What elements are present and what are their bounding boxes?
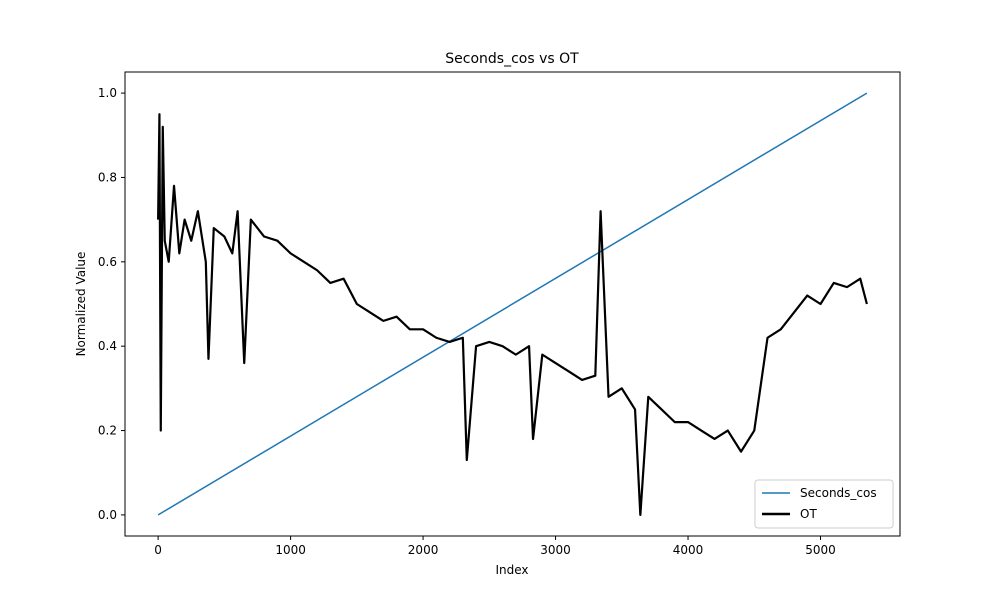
series-layer	[157, 92, 868, 517]
x-axis-label: Index	[495, 563, 528, 577]
y-tick-label: 1.0	[98, 86, 117, 100]
x-tick-label: 3000	[540, 543, 571, 557]
legend-label-ot: OT	[800, 507, 817, 521]
legend: Seconds_cos OT	[754, 479, 894, 529]
series-line-ot	[157, 113, 868, 517]
y-tick-label: 0.8	[98, 170, 117, 184]
x-tick-label: 4000	[673, 543, 704, 557]
x-tick-label: 2000	[408, 543, 439, 557]
chart-title: Seconds_cos vs OT	[445, 51, 579, 67]
y-axis-ticks: 0.0 0.2 0.4 0.6 0.8 1.0	[98, 86, 125, 522]
legend-box	[754, 479, 894, 529]
plot-area	[124, 71, 901, 537]
x-axis-ticks: 0 1000 2000 3000 4000 5000	[154, 536, 836, 557]
axes-frame	[124, 71, 901, 537]
x-tick-label: 0	[154, 543, 162, 557]
y-tick-label: 0.2	[98, 424, 117, 438]
x-tick-label: 1000	[275, 543, 306, 557]
y-tick-label: 0.4	[98, 339, 117, 353]
x-tick-label: 5000	[805, 543, 836, 557]
legend-label-seconds-cos: Seconds_cos	[800, 486, 877, 500]
y-tick-label: 0.0	[98, 508, 117, 522]
y-axis-label: Normalized Value	[74, 252, 88, 357]
series-line-seconds-cos	[157, 92, 868, 516]
y-tick-label: 0.6	[98, 255, 117, 269]
